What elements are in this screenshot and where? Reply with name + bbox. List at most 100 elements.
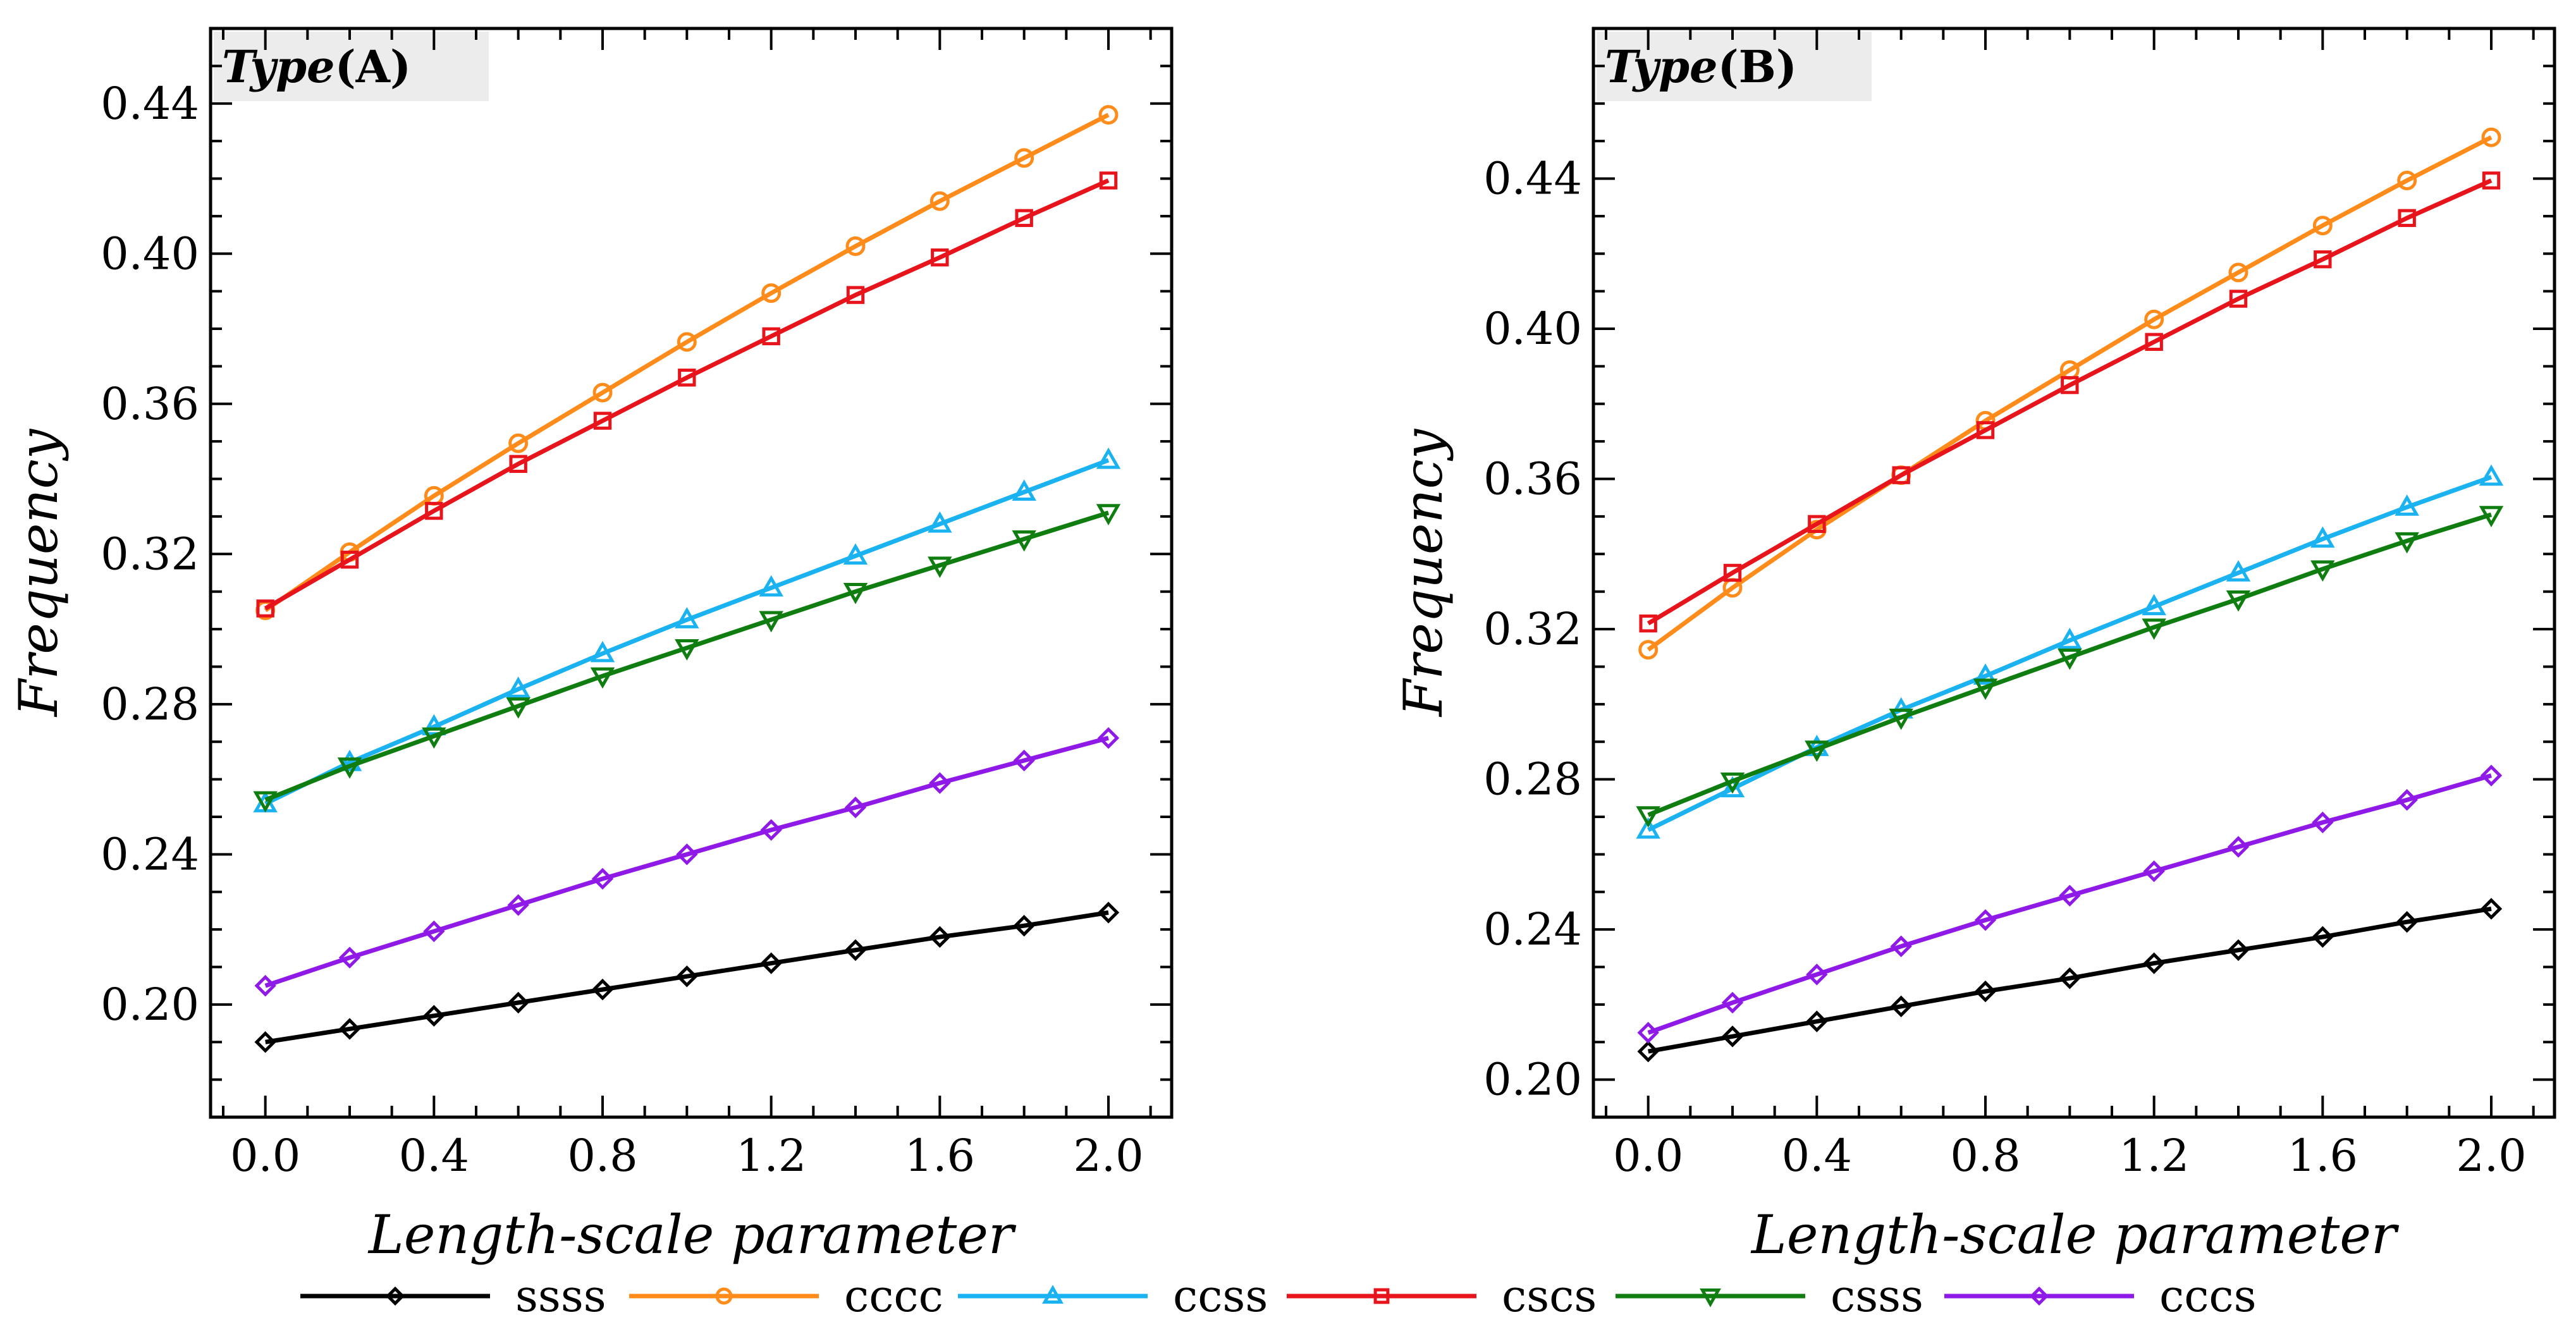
data-point-cccs	[2227, 836, 2250, 858]
x-tick-label: 0.4	[399, 1130, 469, 1182]
data-point-cccc	[677, 332, 697, 352]
series-csss	[253, 504, 1121, 813]
y-tick-label: 0.36	[1483, 453, 1582, 505]
plot-frame	[1592, 27, 2556, 1119]
data-point-cccc	[2312, 216, 2333, 236]
y-tick-label: 0.28	[1483, 754, 1582, 805]
legend-item-cccs: cccs	[1944, 1270, 2257, 1322]
data-point-cccc	[761, 283, 782, 303]
data-point-ccss	[1973, 663, 1998, 685]
panel-label-letter: (B)	[1718, 40, 1797, 93]
data-point-cccs	[929, 772, 951, 794]
data-point-cccc	[1014, 148, 1034, 168]
data-point-ssss	[929, 926, 951, 948]
data-point-cccc	[508, 433, 529, 453]
series-ccss	[1636, 464, 2504, 839]
data-point-cscs	[1639, 614, 1657, 633]
y-tick-label: 0.36	[101, 378, 199, 430]
x-axis-label: Length-scale parameter	[1750, 1204, 2400, 1266]
y-tick-label: 0.44	[101, 78, 199, 130]
y-axis-label: Frequency	[8, 428, 70, 718]
legend-label: csss	[1831, 1270, 1923, 1322]
data-point-csss	[422, 727, 446, 749]
data-point-ccss	[2479, 464, 2504, 486]
legend-label: cccc	[844, 1270, 943, 1322]
x-tick-label: 2.0	[2456, 1130, 2526, 1182]
data-point-cccc	[2481, 127, 2501, 147]
data-point-csss	[2310, 560, 2335, 582]
series-line-ccss	[264, 458, 1110, 806]
data-point-cscs	[1015, 209, 1033, 228]
data-point-csss	[1096, 504, 1121, 525]
series-line-cscs	[264, 178, 1110, 611]
data-point-ssss	[423, 1005, 445, 1027]
data-point-csss	[675, 639, 699, 661]
data-point-csss	[590, 667, 615, 689]
data-point-ccss	[843, 543, 868, 565]
chart-panel-a: Type(A) 0.0 0.4 0.8 1.2 1.6 2.0 0.20 0.24 0.28 0.3…	[8, 27, 1174, 1266]
x-tick-label: 0.8	[1950, 1130, 2020, 1182]
data-point-cccs	[338, 946, 361, 969]
data-point-ssss	[591, 978, 614, 1001]
data-point-ccss	[1720, 776, 1745, 798]
data-point-ssss	[760, 952, 782, 974]
series-cscs	[1639, 171, 2501, 633]
data-point-ccss	[2395, 494, 2419, 516]
x-tick-label: 1.2	[2119, 1130, 2189, 1182]
legend-item-ssss: ssss	[300, 1270, 606, 1322]
legend: ssss cccc ccss cscs csss cccs	[300, 1270, 2257, 1322]
data-point-cscs	[425, 501, 443, 520]
series-cccc	[255, 105, 1119, 620]
x-tick-label: 0.4	[1782, 1130, 1852, 1182]
data-point-cccs	[2480, 764, 2503, 786]
series-line-csss	[264, 510, 1110, 802]
data-point-cccs	[1013, 749, 1035, 772]
series-ssss	[1637, 898, 2503, 1063]
legend-item-csss: csss	[1616, 1270, 1923, 1322]
data-point-ssss	[2480, 898, 2503, 920]
panel-label-type: Type	[1605, 40, 1718, 93]
y-tick-label: 0.24	[101, 828, 199, 880]
y-tick-label: 0.32	[1483, 603, 1582, 655]
y-tick-label: 0.24	[1483, 903, 1582, 955]
legend-marker	[2029, 1286, 2049, 1306]
series-ccss	[253, 447, 1121, 812]
data-point-csss	[1720, 772, 1745, 794]
series-cscs	[256, 171, 1118, 618]
x-tick-label: 1.6	[905, 1130, 975, 1182]
y-tick-label: 0.28	[101, 678, 199, 730]
data-point-ssss	[1097, 902, 1120, 924]
series-cccs	[1637, 764, 2503, 1044]
y-tick-label: 0.40	[1483, 303, 1582, 355]
data-point-cscs	[2398, 209, 2416, 228]
data-point-cscs	[678, 369, 696, 387]
legend-item-ccss: ccss	[958, 1270, 1268, 1322]
data-point-ccss	[590, 640, 615, 663]
panel-label-type: Type	[222, 40, 335, 93]
data-point-ccss	[337, 749, 362, 771]
data-point-csss	[506, 697, 531, 719]
series-line-cscs	[1647, 178, 2493, 626]
data-point-csss	[759, 611, 783, 633]
data-point-ssss	[2312, 926, 2334, 948]
data-point-ssss	[676, 965, 698, 988]
data-point-cccs	[1890, 935, 1912, 958]
data-point-ssss	[2396, 911, 2418, 933]
series-csss	[1636, 506, 2504, 828]
data-point-cscs	[846, 286, 865, 304]
legend-label: cccs	[2159, 1270, 2257, 1322]
series-line-ccss	[1647, 475, 2493, 832]
data-point-ssss	[1890, 995, 1912, 1018]
data-point-csss	[1636, 806, 1660, 828]
data-point-cccs	[844, 796, 867, 819]
series-line-cccc	[1647, 135, 2493, 652]
x-axis-label: Length-scale parameter	[367, 1204, 1017, 1266]
series-ssss	[254, 902, 1120, 1053]
data-point-ssss	[1721, 1025, 1744, 1048]
data-point-ccss	[928, 511, 952, 533]
data-point-csss	[2142, 618, 2166, 640]
data-point-cccc	[2397, 170, 2417, 190]
data-point-csss	[253, 791, 278, 813]
data-point-ccss	[675, 607, 699, 628]
